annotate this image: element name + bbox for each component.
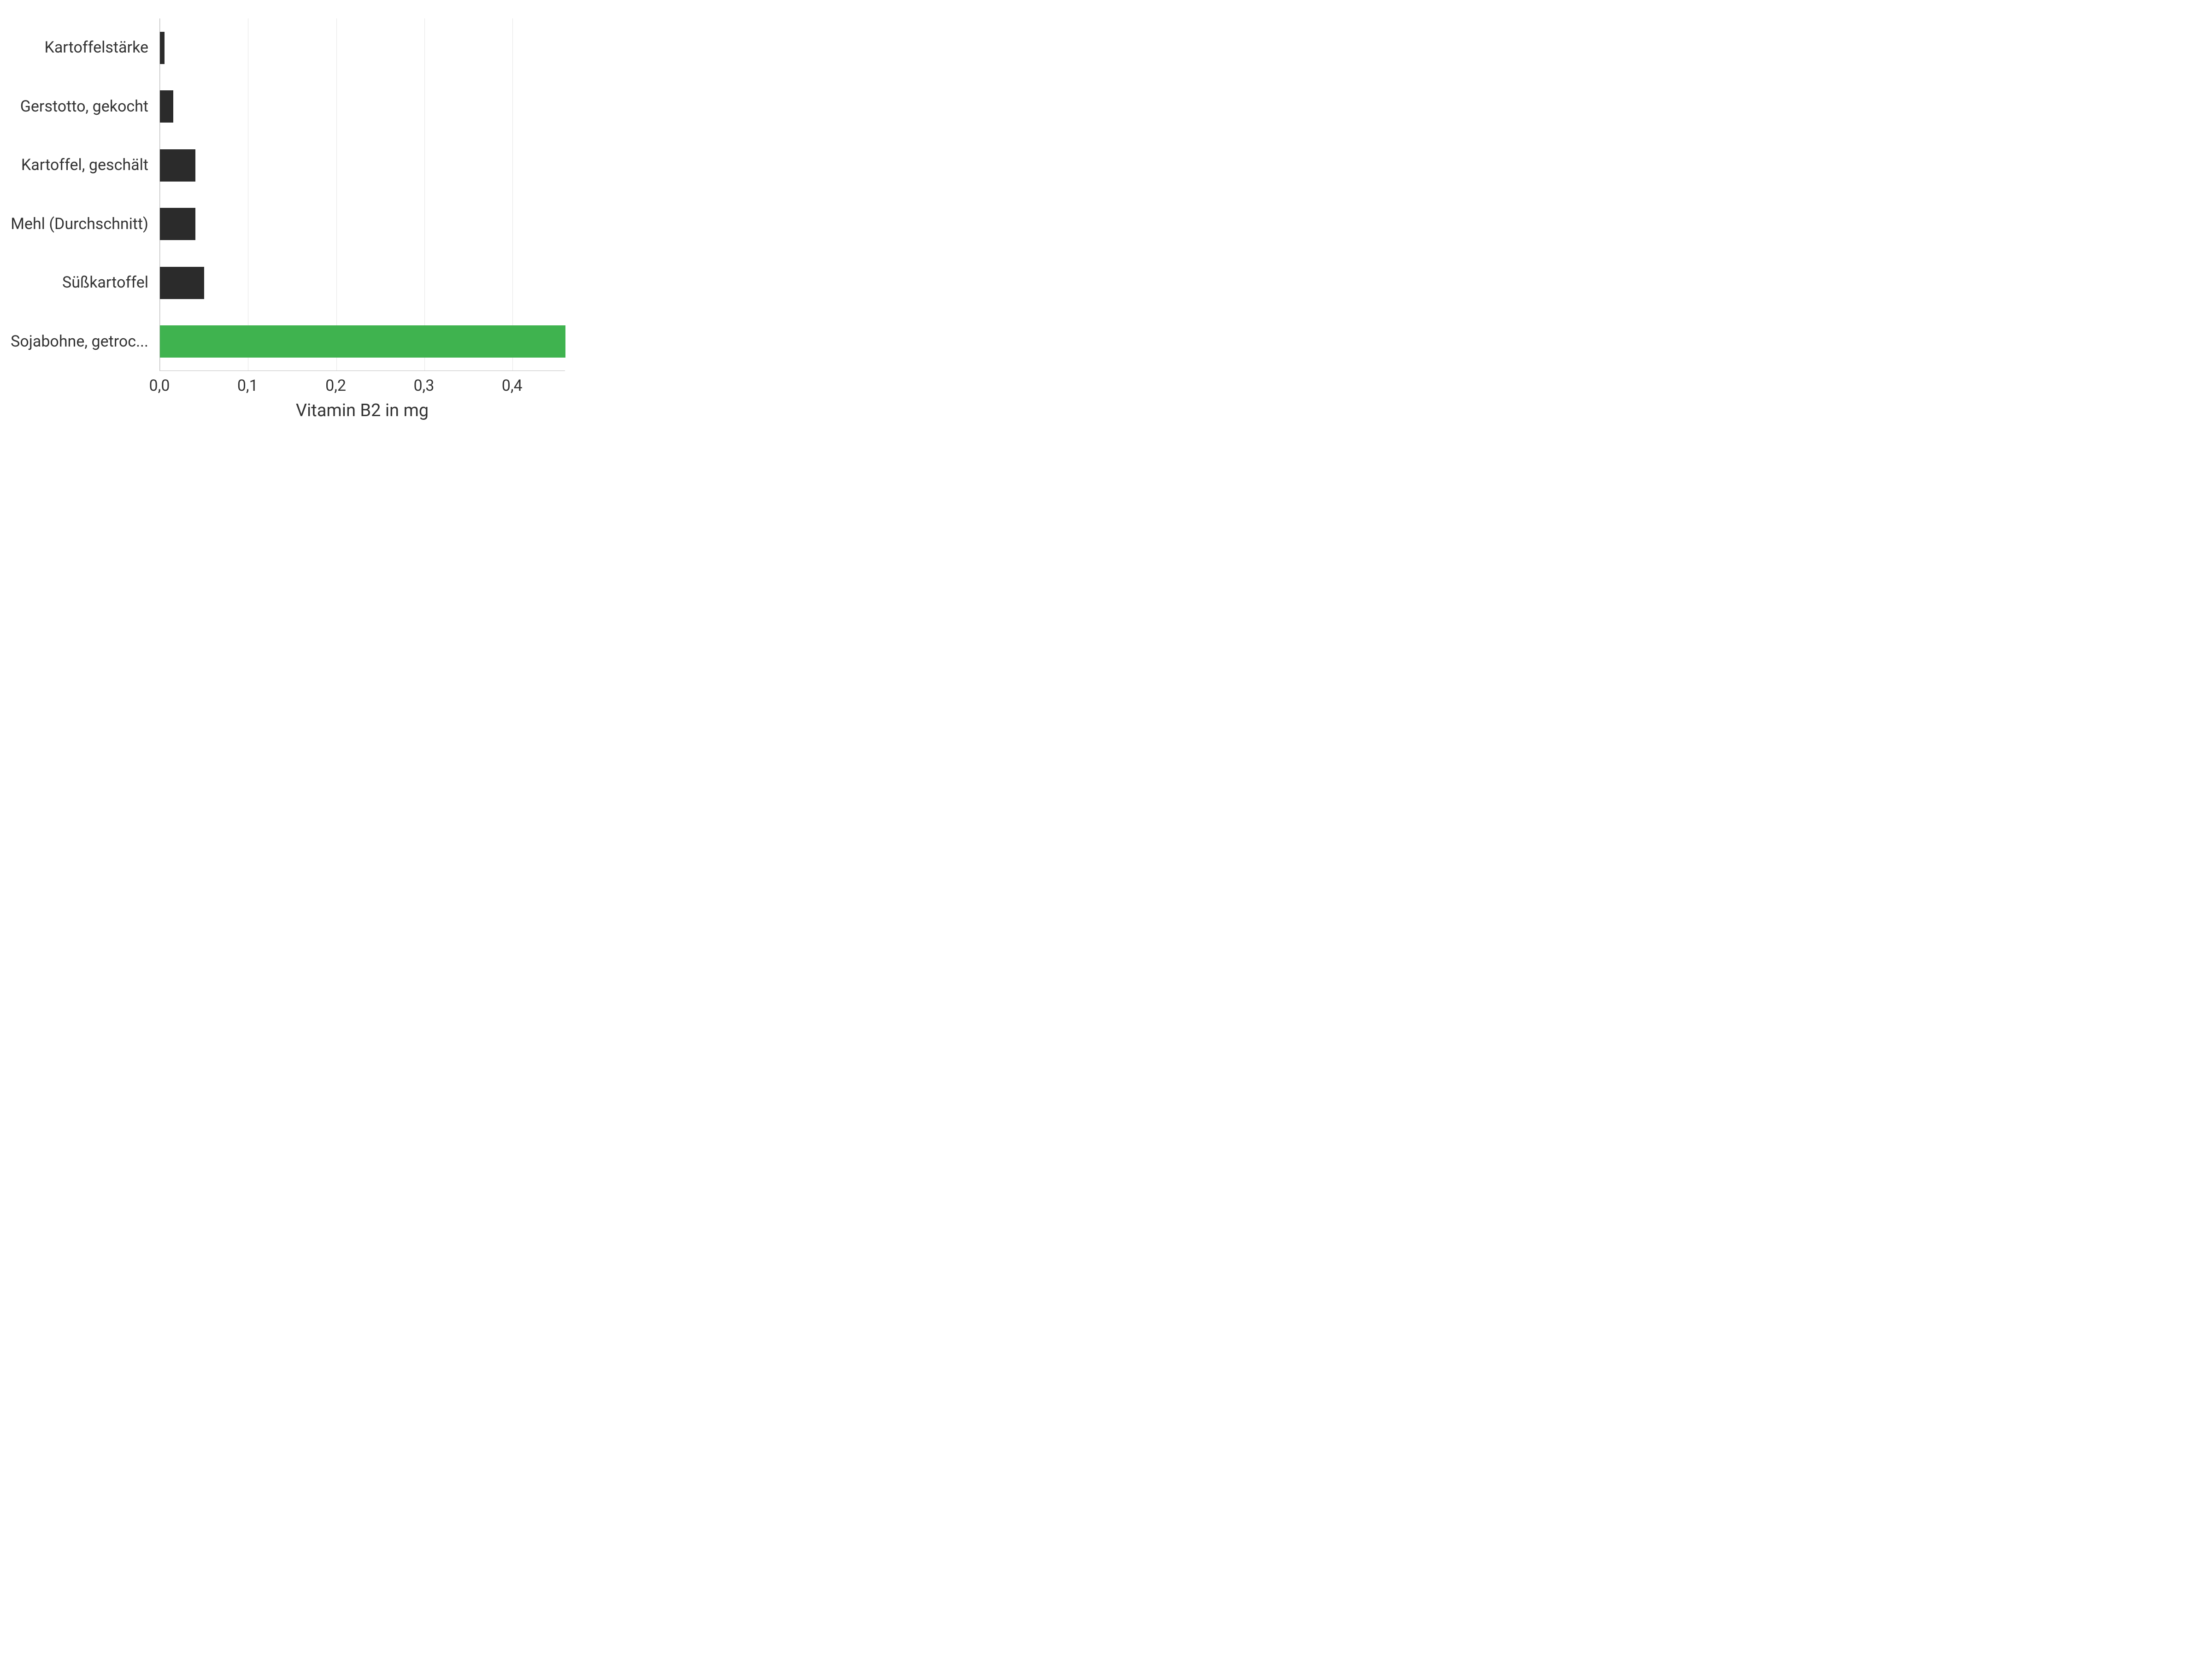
x-tick-label: 0,3 [401, 377, 447, 395]
x-tick-label: 0,1 [224, 377, 271, 395]
plot-area [159, 18, 565, 371]
y-category-label: Süßkartoffel [0, 273, 148, 292]
bar [160, 325, 565, 358]
x-axis-title: Vitamin B2 in mg [159, 400, 565, 421]
bar [160, 149, 195, 182]
y-category-label: Gerstotto, gekocht [0, 97, 148, 116]
y-category-label: Sojabohne, getroc... [0, 332, 148, 351]
y-category-label: Kartoffel, geschält [0, 156, 148, 175]
gridline [424, 18, 425, 371]
bar [160, 267, 204, 299]
vitamin-b2-bar-chart: Vitamin B2 in mg 0,0 0,1 0,2 0,3 0,4 Kartoffe… [0, 0, 590, 442]
bar [160, 208, 195, 240]
bar [160, 32, 165, 64]
x-tick-label: 0,0 [136, 377, 182, 395]
bar [160, 90, 173, 123]
gridline [336, 18, 337, 371]
y-category-label: Kartoffelstärke [0, 38, 148, 57]
x-tick-label: 0,2 [313, 377, 359, 395]
x-tick-label: 0,4 [489, 377, 535, 395]
gridline [512, 18, 513, 371]
y-category-label: Mehl (Durchschnitt) [0, 215, 148, 234]
